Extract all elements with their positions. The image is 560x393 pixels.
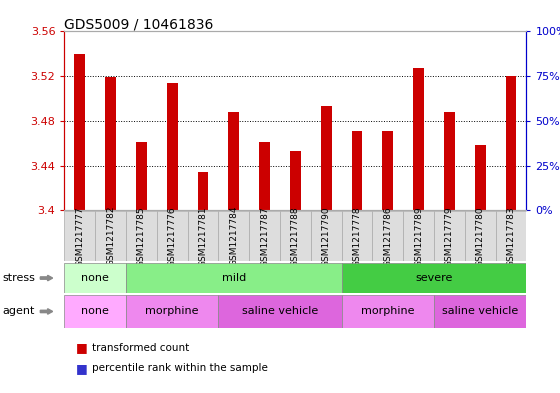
FancyBboxPatch shape <box>218 295 342 328</box>
Bar <box>475 145 486 210</box>
Text: GSM1217783: GSM1217783 <box>506 206 516 266</box>
Text: GDS5009 / 10461836: GDS5009 / 10461836 <box>64 18 214 32</box>
Bar <box>444 112 455 210</box>
Text: ■: ■ <box>76 341 87 354</box>
FancyBboxPatch shape <box>95 211 126 261</box>
FancyBboxPatch shape <box>311 211 342 261</box>
Text: stress: stress <box>3 273 36 283</box>
Bar <box>105 205 116 210</box>
Text: GSM1217787: GSM1217787 <box>260 206 269 266</box>
Text: GSM1217780: GSM1217780 <box>475 206 485 266</box>
Bar <box>259 142 270 210</box>
Bar <box>228 207 239 210</box>
Text: GSM1217786: GSM1217786 <box>383 206 393 266</box>
Text: severe: severe <box>416 273 452 283</box>
FancyBboxPatch shape <box>434 295 526 328</box>
Text: percentile rank within the sample: percentile rank within the sample <box>92 363 268 373</box>
Bar <box>382 131 393 210</box>
Text: GSM1217785: GSM1217785 <box>137 206 146 266</box>
Bar <box>290 207 301 210</box>
FancyBboxPatch shape <box>249 211 280 261</box>
Text: GSM1217790: GSM1217790 <box>321 206 331 266</box>
FancyBboxPatch shape <box>126 263 342 293</box>
Text: morphine: morphine <box>361 307 414 316</box>
Bar <box>136 207 147 210</box>
Text: GSM1217778: GSM1217778 <box>352 206 362 266</box>
Bar <box>352 207 362 210</box>
FancyBboxPatch shape <box>465 211 496 261</box>
FancyBboxPatch shape <box>64 295 126 328</box>
Text: GSM1217777: GSM1217777 <box>75 206 85 266</box>
Bar <box>167 205 178 210</box>
FancyBboxPatch shape <box>126 211 157 261</box>
Bar <box>352 131 362 210</box>
Text: transformed count: transformed count <box>92 343 190 353</box>
FancyBboxPatch shape <box>342 295 434 328</box>
FancyBboxPatch shape <box>188 211 218 261</box>
FancyBboxPatch shape <box>372 211 403 261</box>
Bar <box>382 207 393 210</box>
FancyBboxPatch shape <box>342 211 372 261</box>
FancyBboxPatch shape <box>496 211 526 261</box>
Bar <box>506 205 516 210</box>
FancyBboxPatch shape <box>126 295 218 328</box>
Bar <box>444 207 455 210</box>
Bar <box>74 54 85 210</box>
Bar <box>413 68 424 210</box>
Text: agent: agent <box>3 307 35 316</box>
Text: GSM1217789: GSM1217789 <box>414 206 423 266</box>
Bar <box>321 107 332 210</box>
Text: saline vehicle: saline vehicle <box>242 307 318 316</box>
Text: GSM1217776: GSM1217776 <box>167 206 177 266</box>
FancyBboxPatch shape <box>218 211 249 261</box>
Bar <box>74 205 85 210</box>
FancyBboxPatch shape <box>280 211 311 261</box>
Text: GSM1217781: GSM1217781 <box>198 206 208 266</box>
FancyBboxPatch shape <box>64 263 126 293</box>
Bar <box>198 172 208 210</box>
Bar <box>506 76 516 210</box>
Text: none: none <box>81 307 109 316</box>
Text: GSM1217782: GSM1217782 <box>106 206 115 266</box>
Text: ■: ■ <box>76 362 87 375</box>
Bar <box>321 207 332 210</box>
Bar <box>259 207 270 210</box>
Bar <box>290 151 301 210</box>
Bar <box>136 142 147 210</box>
Text: mild: mild <box>222 273 246 283</box>
Text: GSM1217784: GSM1217784 <box>229 206 239 266</box>
FancyBboxPatch shape <box>403 211 434 261</box>
Bar <box>198 205 208 210</box>
Bar <box>228 112 239 210</box>
Text: saline vehicle: saline vehicle <box>442 307 519 316</box>
Text: none: none <box>81 273 109 283</box>
FancyBboxPatch shape <box>157 211 188 261</box>
Bar <box>167 83 178 210</box>
Text: morphine: morphine <box>146 307 199 316</box>
Text: GSM1217779: GSM1217779 <box>445 206 454 266</box>
Bar <box>413 205 424 210</box>
FancyBboxPatch shape <box>64 211 95 261</box>
FancyBboxPatch shape <box>434 211 465 261</box>
Text: GSM1217788: GSM1217788 <box>291 206 300 266</box>
Bar <box>105 77 116 210</box>
Bar <box>475 207 486 210</box>
FancyBboxPatch shape <box>342 263 526 293</box>
